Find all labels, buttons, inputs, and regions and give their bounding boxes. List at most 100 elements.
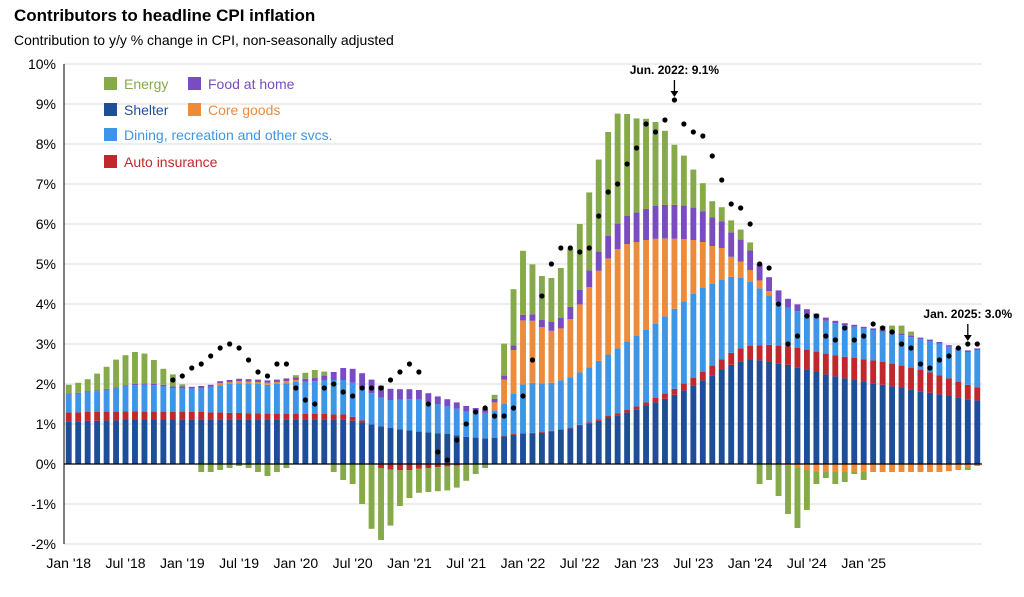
bar-shelter: [463, 436, 470, 464]
bar-food: [832, 320, 839, 324]
bar-energy: [822, 472, 829, 478]
bar-auto: [378, 464, 384, 468]
bar-dining: [633, 336, 640, 407]
bar-auto: [822, 353, 829, 375]
bar-energy: [595, 159, 602, 252]
headline-point: [217, 345, 223, 351]
bar-food: [122, 385, 129, 387]
bar-shelter: [841, 378, 848, 464]
bar-food: [614, 223, 621, 250]
bar-dining: [434, 404, 441, 434]
bar-food: [453, 402, 460, 409]
bar-auto: [292, 413, 299, 420]
headline-point: [965, 341, 971, 347]
x-tick-label: Jan '21: [387, 555, 432, 571]
bar-energy: [794, 468, 801, 528]
bar-food: [132, 384, 138, 386]
bar-auto: [775, 345, 782, 364]
bar-food: [75, 392, 82, 394]
bar-dining: [368, 393, 375, 425]
bar-energy: [482, 464, 489, 468]
bar-core: [879, 464, 886, 472]
bar-core: [870, 464, 877, 472]
bar-auto: [728, 352, 735, 365]
headline-point: [302, 397, 308, 403]
bar-food: [321, 375, 328, 381]
bar-food: [851, 324, 858, 327]
bar-food: [434, 396, 441, 405]
bar-shelter: [434, 433, 441, 464]
bar-energy: [65, 384, 72, 394]
bar-energy: [217, 464, 224, 470]
x-tick-label: Jul '22: [560, 555, 600, 571]
headline-point: [842, 325, 848, 331]
headline-point: [917, 361, 924, 367]
y-tick-label: 3%: [36, 336, 56, 352]
bar-dining: [198, 388, 205, 412]
legend-swatch-food: [188, 77, 201, 90]
headline-point: [946, 353, 952, 359]
bar-dining: [803, 314, 810, 350]
bar-shelter: [529, 433, 536, 464]
bar-energy: [813, 472, 820, 484]
bar-food: [510, 345, 517, 350]
bar-dining: [472, 412, 479, 438]
bar-shelter: [132, 420, 138, 464]
bar-auto: [84, 412, 91, 421]
headline-point: [747, 221, 753, 227]
headline-point: [823, 333, 829, 339]
bar-auto: [245, 413, 252, 420]
headline-points: [170, 97, 980, 463]
bar-food: [898, 333, 905, 336]
headline-point: [312, 401, 318, 407]
bar-food: [292, 377, 299, 380]
bar-food: [728, 232, 735, 257]
bar-auto: [264, 413, 271, 420]
bar-dining: [671, 308, 678, 389]
bar-core: [699, 242, 706, 288]
bar-energy: [274, 464, 280, 472]
bar-food: [406, 389, 413, 400]
x-tick-label: Jul '19: [219, 555, 259, 571]
bar-energy: [851, 472, 858, 474]
bar-core: [908, 464, 914, 472]
bar-food: [803, 309, 810, 315]
bar-food: [340, 368, 347, 380]
bar-auto: [103, 411, 110, 421]
headline-point: [870, 321, 876, 327]
bar-dining: [150, 385, 157, 412]
bar-shelter: [680, 390, 687, 464]
y-tick-label: 0%: [36, 456, 56, 472]
bar-shelter: [803, 369, 810, 464]
bar-dining: [141, 384, 148, 412]
bar-core: [832, 464, 839, 472]
bar-shelter: [747, 360, 754, 464]
bar-food: [529, 314, 536, 321]
bar-energy: [236, 464, 243, 466]
bar-food: [113, 387, 119, 389]
bar-auto: [680, 383, 687, 391]
headline-point: [596, 213, 602, 219]
legend-swatch-auto: [104, 155, 117, 168]
bar-auto: [406, 464, 413, 470]
bar-auto: [917, 370, 924, 392]
bar-food: [330, 372, 337, 380]
bar-dining: [879, 331, 886, 362]
bar-food: [974, 348, 981, 350]
bar-dining: [311, 381, 318, 414]
bar-auto: [576, 424, 583, 426]
bar-core: [633, 242, 640, 336]
bar-auto: [94, 412, 101, 421]
annotation-label: Jun. 2022: 9.1%: [630, 63, 720, 77]
axes: -2% -1% 0% 1% 2% 3% 4% 5% 6% 7% 8% 9% 10% Jan '18 Jul …: [28, 56, 982, 571]
bar-shelter: [927, 392, 933, 464]
bar-shelter: [690, 385, 697, 464]
bar-auto: [548, 430, 555, 432]
x-tick-label: Jul '24: [787, 555, 827, 571]
bar-energy: [472, 464, 479, 474]
bar-core: [964, 464, 971, 468]
bar-food: [302, 378, 309, 382]
y-tick-label: 1%: [36, 416, 56, 432]
bar-dining: [340, 380, 347, 415]
headline-point: [974, 341, 980, 347]
